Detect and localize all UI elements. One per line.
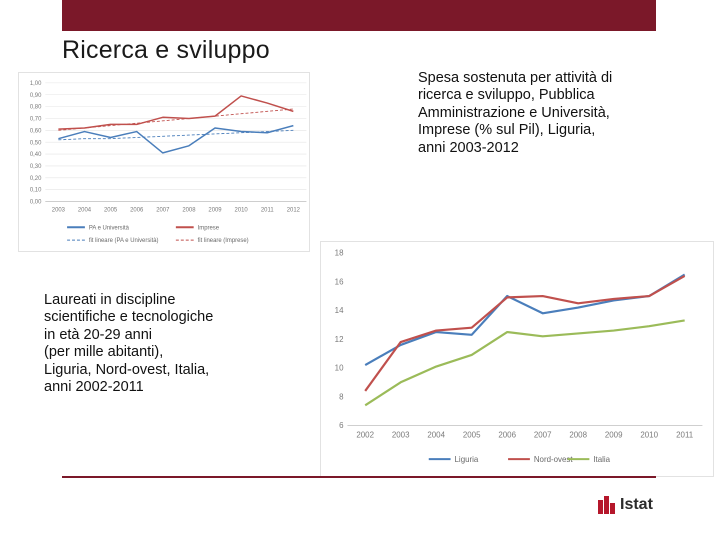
x-tick-label: 2008 [569,430,587,439]
y-tick-label: 0,10 [30,188,42,194]
x-tick-label: 2005 [104,207,118,213]
legend-label-0: PA e Università [89,225,130,231]
x-tick-label: 2008 [182,207,196,213]
y-tick-label: 16 [335,277,344,286]
x-tick-label: 2012 [287,207,300,213]
y-tick-label: 6 [339,421,344,430]
series-line-3 [58,108,294,131]
caption-graduates: Laureati in discipline scientifiche e te… [44,292,214,396]
x-tick-label: 2010 [235,207,249,213]
x-tick-label: 2005 [463,430,481,439]
x-tick-label: 2007 [156,207,169,213]
series-line-1 [364,274,686,392]
x-tick-label: 2002 [356,430,374,439]
y-tick-label: 0,30 [30,164,42,170]
y-tick-label: 0,90 [30,93,42,99]
series-line-0 [58,124,294,154]
legend-label-1: Imprese [198,225,220,231]
x-tick-label: 2011 [261,207,274,213]
y-tick-label: 0,20 [30,176,42,182]
chart-rd-spending: 0,00 0,10 0,20 0,30 0,40 0,50 0,60 0,70 0,80 0,90… [18,72,310,252]
y-tick-label: 0,60 [30,128,42,134]
istat-logo-text: Istat [620,496,653,513]
legend-label-0: Liguria [455,455,479,464]
legend-label-2: Italia [593,455,610,464]
y-tick-label: 0,00 [30,200,42,206]
istat-logo: Istat [598,494,660,518]
x-tick-label: 2006 [498,430,516,439]
series-line-1 [58,95,294,130]
y-tick-label: 18 [335,249,344,258]
x-tick-label: 2006 [130,207,144,213]
series-line-2 [364,319,685,407]
x-tick-label: 2004 [78,207,92,213]
y-tick-label: 0,70 [30,117,42,123]
x-tick-label: 2009 [208,207,222,213]
series-line-0 [364,273,686,366]
x-tick-label: 2011 [676,430,694,439]
y-tick-label: 0,80 [30,105,42,111]
legend-label-3: fit lineare (Imprese) [198,238,249,244]
x-tick-label: 2007 [534,430,552,439]
y-tick-label: 0,40 [30,152,42,158]
y-tick-label: 12 [335,335,344,344]
x-tick-label: 2003 [52,207,66,213]
legend-label-1: Nord-ovest [534,455,574,464]
y-tick-label: 1,00 [30,81,42,87]
y-tick-label: 8 [339,392,344,401]
caption-rd-spending: Spesa sostenuta per attività di ricerca … [418,70,613,156]
x-tick-label: 2010 [640,430,658,439]
y-tick-label: 10 [335,364,344,373]
y-tick-label: 14 [335,306,344,315]
x-tick-label: 2003 [392,430,410,439]
legend-label-2: fit lineare (PA e Università) [89,238,159,244]
x-tick-label: 2009 [605,430,623,439]
footer-line [62,476,656,478]
page-title: Ricerca e sviluppo [62,36,270,64]
x-tick-label: 2004 [427,430,445,439]
istat-logo-icon [598,496,615,514]
y-tick-label: 0,50 [30,140,42,146]
chart-graduates: 6 8 10 12 14 16 18 2002 2003 2004 2005 2006 2007 2008… [320,241,714,477]
series-line-2 [58,129,294,141]
header-bar [62,0,656,31]
